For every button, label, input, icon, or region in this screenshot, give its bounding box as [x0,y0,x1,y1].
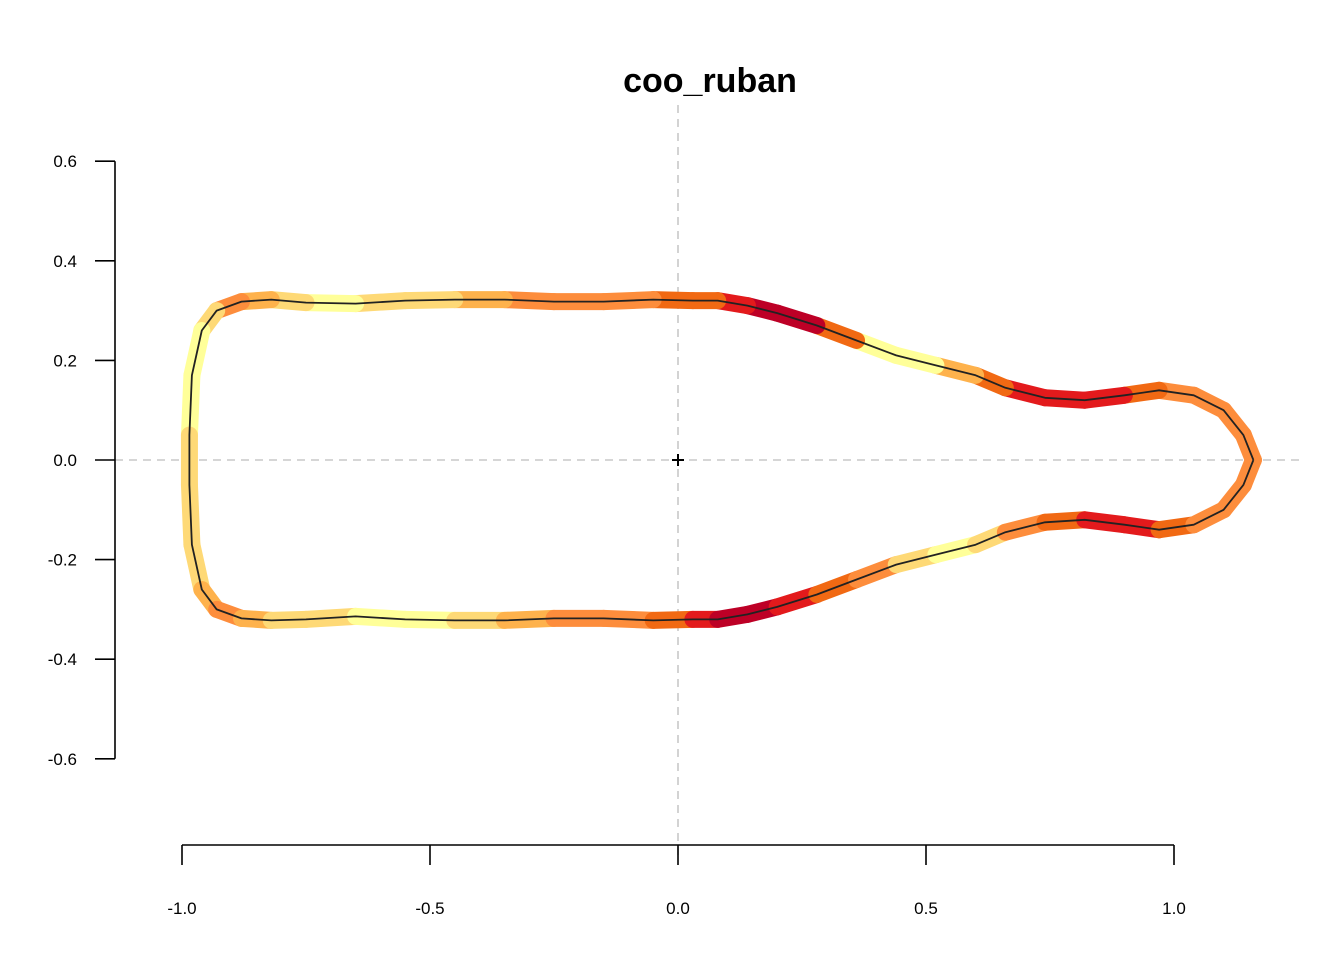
x-tick-label: 0.5 [914,899,938,918]
y-tick-label: -0.4 [48,650,77,669]
y-tick-label: 0.2 [53,351,77,370]
x-tick-label: -0.5 [415,899,444,918]
y-tick-label: 0.6 [53,152,77,171]
y-tick-label: 0.4 [53,252,77,271]
y-tick-label: -0.2 [48,551,77,570]
shape-outline-layer [188,298,1255,622]
guide-lines [115,105,1300,860]
shape-outline [188,298,1255,622]
y-tick-label: 0.0 [53,451,77,470]
centroid-layer [672,454,684,466]
x-tick-label: 1.0 [1162,899,1186,918]
x-tick-label: 0.0 [666,899,690,918]
chart-title: coo_ruban [623,62,797,100]
y-tick-label: -0.6 [48,750,77,769]
y-axis: -0.6 -0.4 -0.2 0.0 0.2 0.4 0.6 [48,152,116,769]
x-axis: -1.0 -0.5 0.0 0.5 1.0 [167,844,1186,918]
x-tick-label: -1.0 [167,899,196,918]
